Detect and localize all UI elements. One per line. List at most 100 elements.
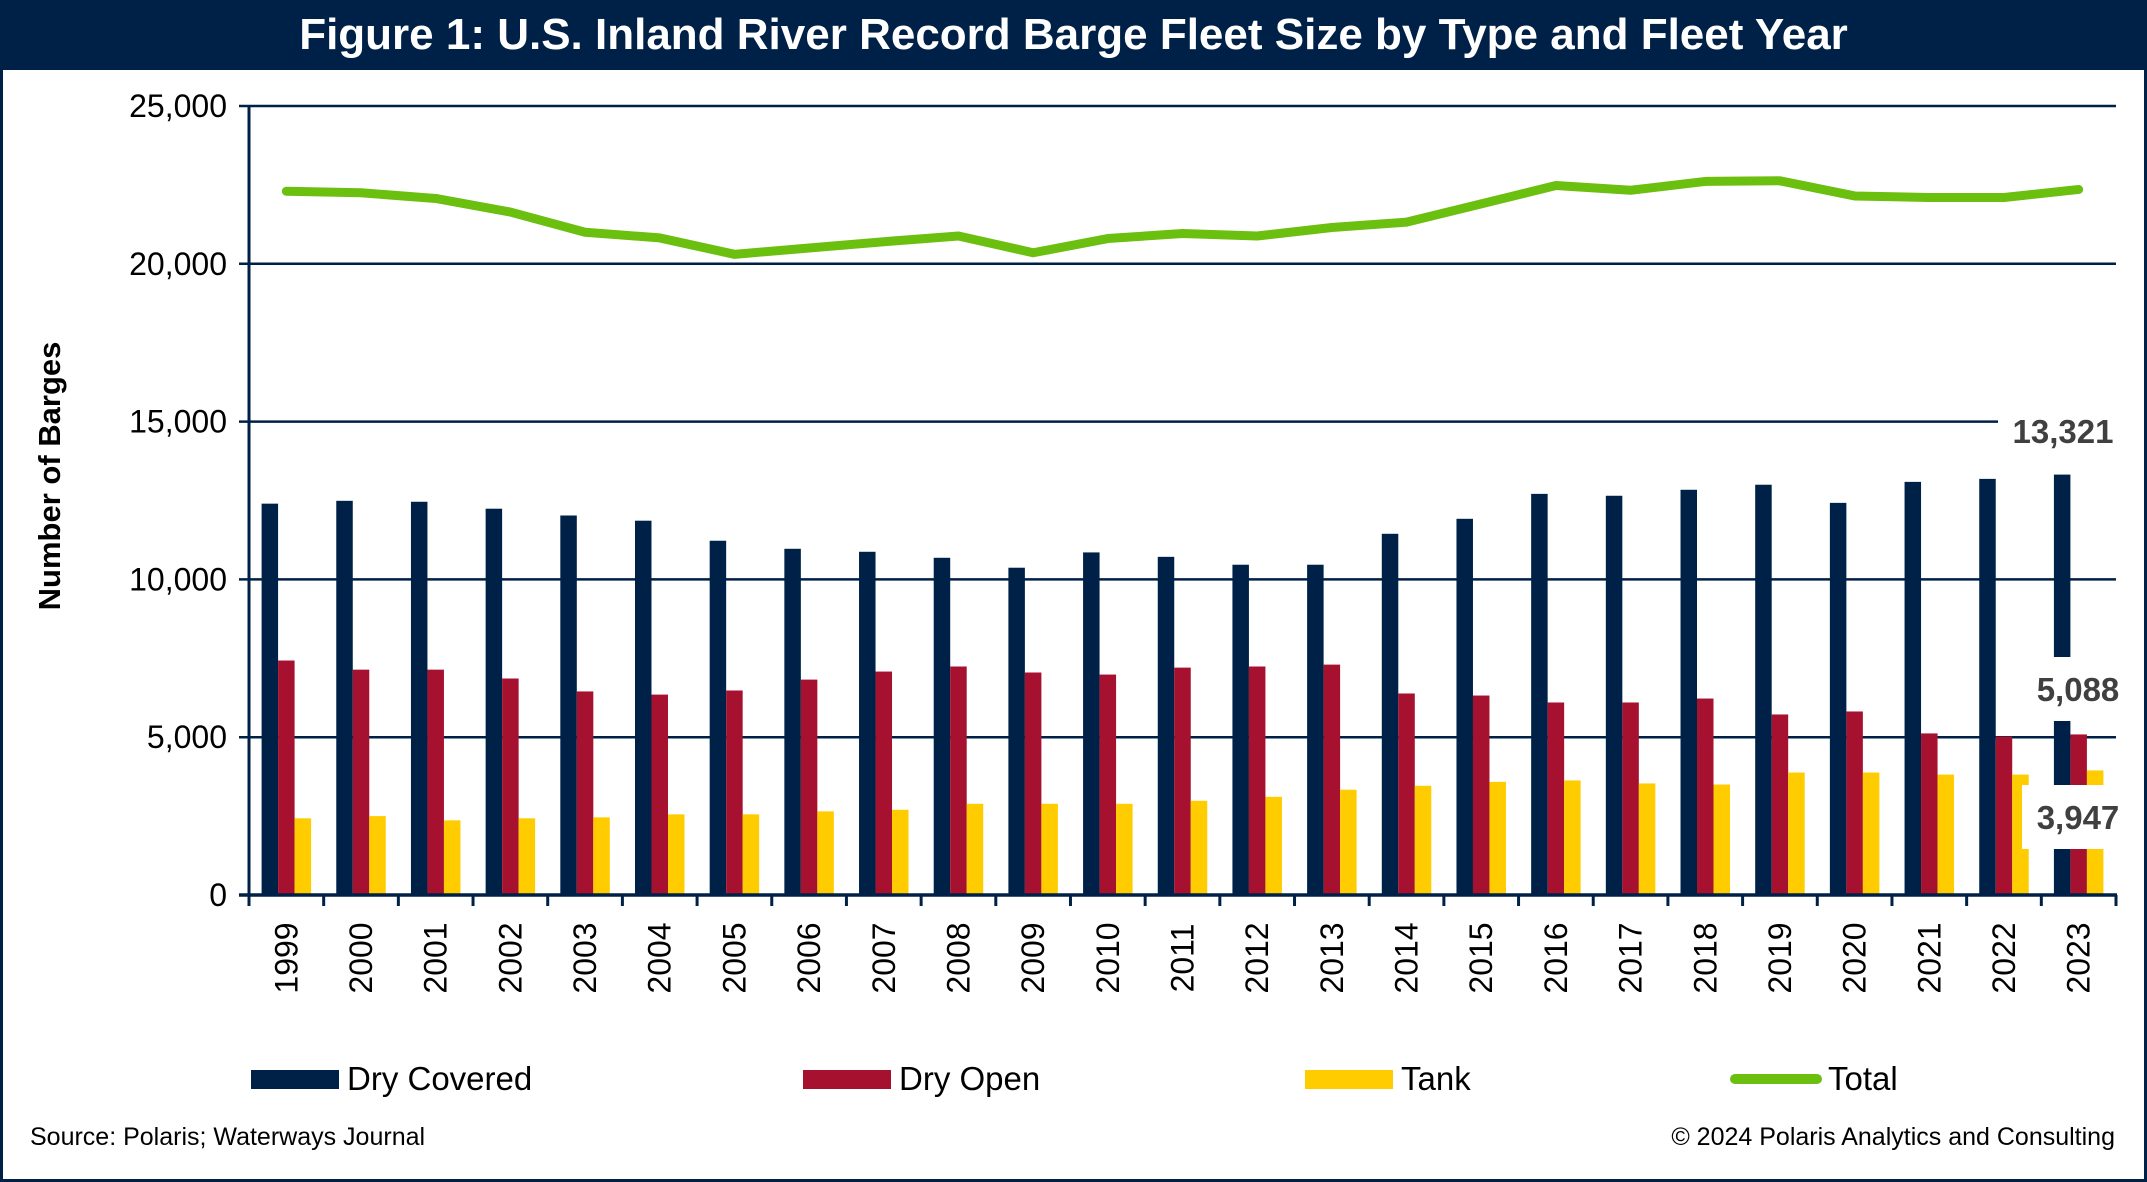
bar-dry-covered-2012 xyxy=(1232,564,1249,895)
y-tick-label: 5,000 xyxy=(147,719,227,755)
bar-dry-open-2009 xyxy=(1024,672,1042,895)
bar-dry-covered-2009 xyxy=(1008,567,1025,895)
y-tick-label: 25,000 xyxy=(129,88,227,124)
data-label-box xyxy=(1998,399,2128,463)
bar-dry-open-2019 xyxy=(1771,714,1789,895)
axes xyxy=(239,106,2118,906)
x-tick-label: 1999 xyxy=(268,922,304,993)
y-tick-label: 20,000 xyxy=(129,246,227,282)
bar-dry-open-2001 xyxy=(427,669,444,895)
bar-tank-2011 xyxy=(1190,800,1208,895)
bar-dry-open-2018 xyxy=(1697,698,1714,895)
source-note: Source: Polaris; Waterways Journal xyxy=(30,1123,426,1151)
x-tick-label: 2023 xyxy=(2061,922,2097,993)
legend: Dry Covered Dry Open Tank Total xyxy=(0,1060,2147,1100)
bar-dry-covered-2014 xyxy=(1381,533,1399,895)
point-total-2014 xyxy=(1406,221,1408,223)
bar-dry-covered-2002 xyxy=(485,508,503,895)
bar-dry-open-2003 xyxy=(576,691,594,895)
bar-dry-covered-2018 xyxy=(1680,489,1698,895)
data-labels: 13,321 5,088 3,947 xyxy=(1998,399,2134,849)
point-total-2011 xyxy=(1182,233,1183,235)
point-total-2015 xyxy=(1480,203,1482,205)
data-label-box xyxy=(2022,785,2134,849)
bar-tank-2021 xyxy=(1937,774,1955,895)
y-tick-labels: 0 5,000 10,000 15,000 20,000 25,000 xyxy=(129,88,227,913)
point-total-2012 xyxy=(1256,235,1258,237)
chart-title-text: Figure 1: U.S. Inland River Record Barge… xyxy=(299,10,1848,59)
bar-tank-2003 xyxy=(593,817,610,895)
bar-dry-covered-2015 xyxy=(1456,518,1473,895)
bar-tank-2019 xyxy=(1788,772,1805,895)
point-total-2010 xyxy=(1107,238,1109,240)
point-total-1999 xyxy=(285,190,287,192)
bar-dry-open-2007 xyxy=(875,671,893,895)
x-tick-label: 2010 xyxy=(1090,922,1126,993)
point-total-2022 xyxy=(2003,197,2005,199)
bar-tank-2017 xyxy=(1638,783,1656,895)
bar-dry-covered-2017 xyxy=(1605,495,1623,895)
legend-label: Dry Open xyxy=(899,1060,1041,1097)
y-tick-label: 15,000 xyxy=(129,404,227,440)
bar-dry-covered-2005 xyxy=(709,540,727,895)
x-tick-labels: 1999 2000 2001 2002 2003 2004 2005 2006 2007 2008… xyxy=(268,922,2096,993)
data-label-dry-open: 5,088 xyxy=(2037,671,2120,708)
bar-tank-2015 xyxy=(1489,781,1506,895)
bar-tank-2006 xyxy=(817,811,834,895)
bar-tank-2009 xyxy=(1041,803,1058,895)
legend-swatch-dry-open xyxy=(803,1069,891,1089)
x-tick-label: 2020 xyxy=(1837,922,1873,993)
x-tick-label: 2016 xyxy=(1538,922,1574,993)
point-total-2020 xyxy=(1854,195,1856,197)
bar-dry-covered-2006 xyxy=(784,548,801,895)
x-tick-label: 2011 xyxy=(1165,924,1201,993)
y-tick-label: 10,000 xyxy=(129,561,227,597)
bar-dry-open-2017 xyxy=(1622,702,1639,895)
bar-dry-open-2014 xyxy=(1398,693,1415,895)
point-total-2001 xyxy=(435,197,437,199)
data-label-box xyxy=(2028,657,2128,721)
point-total-2007 xyxy=(883,241,885,243)
point-total-2016 xyxy=(1555,185,1557,187)
series-line-total xyxy=(281,176,2084,259)
bar-dry-covered-2021 xyxy=(1904,481,1922,895)
bar-tank-2012 xyxy=(1265,796,1282,895)
bar-dry-open-2012 xyxy=(1248,666,1266,895)
x-tick-label: 2003 xyxy=(567,922,603,993)
legend-item-total: Total xyxy=(1730,1060,1898,1098)
x-tick-label: 2018 xyxy=(1687,922,1723,993)
bars xyxy=(261,474,2104,895)
legend-label: Total xyxy=(1828,1060,1898,1097)
bar-dry-open-2000 xyxy=(352,669,370,895)
x-tick-label: 2014 xyxy=(1389,922,1425,993)
bar-dry-covered-2020 xyxy=(1829,502,1847,895)
x-tick-label: 2021 xyxy=(1911,922,1947,993)
legend-item-dry-covered: Dry Covered xyxy=(251,1060,532,1098)
total-line-layer xyxy=(281,176,2084,259)
bar-tank-2014 xyxy=(1414,785,1432,895)
bar-dry-open-2022 xyxy=(1995,736,2013,895)
x-tick-label: 2002 xyxy=(492,922,528,993)
x-tick-label: 2017 xyxy=(1613,922,1649,993)
bar-dry-covered-2013 xyxy=(1307,564,1324,895)
point-total-2013 xyxy=(1331,227,1333,229)
bar-tank-2002 xyxy=(518,818,536,895)
bar-dry-covered-2022 xyxy=(1979,478,1996,895)
x-tick-label: 2000 xyxy=(343,922,379,993)
x-tick-label: 2015 xyxy=(1463,922,1499,993)
point-total-2006 xyxy=(808,247,810,249)
bar-tank-2004 xyxy=(667,814,685,895)
data-label-tank: 3,947 xyxy=(2037,799,2120,836)
x-tick-label: 2013 xyxy=(1314,922,1350,993)
x-tick-label: 2022 xyxy=(1986,922,2022,993)
bar-dry-covered-2007 xyxy=(859,551,876,895)
legend-swatch-tank xyxy=(1305,1069,1393,1089)
legend-label: Tank xyxy=(1401,1060,1471,1097)
bar-dry-covered-2000 xyxy=(336,500,353,895)
point-total-2008 xyxy=(957,235,959,237)
y-tick-label: 0 xyxy=(209,877,227,913)
legend-item-dry-open: Dry Open xyxy=(803,1060,1040,1098)
bar-dry-open-2016 xyxy=(1547,702,1565,895)
bar-tank-2005 xyxy=(742,814,760,895)
